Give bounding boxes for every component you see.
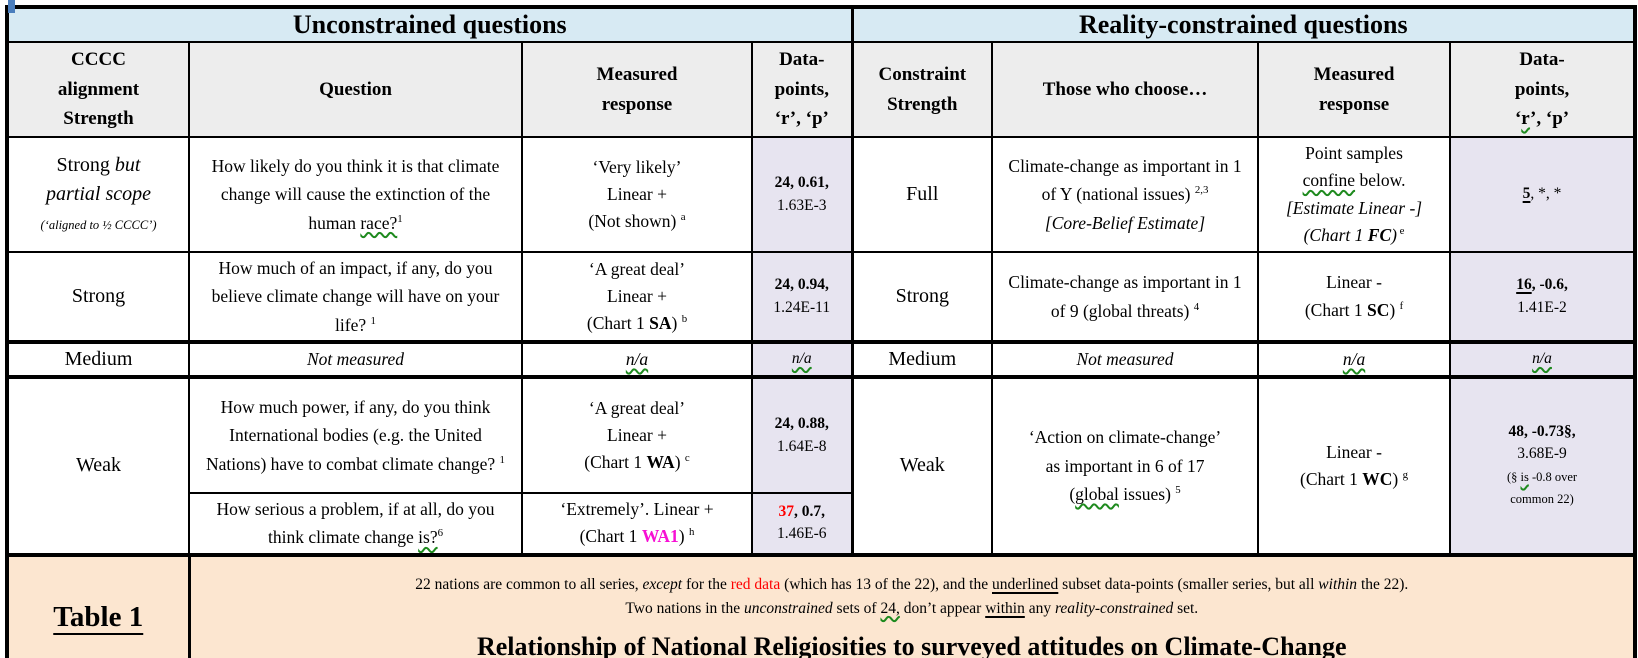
table-title: Relationship of National Religiosities t… (476, 631, 1347, 658)
header-datapoints: Data-points, ‘r’, ‘p’ (750, 41, 854, 138)
cell-measured-extremely-wa1: ‘Extremely’. Linear + (Chart 1 WA1) h (521, 492, 753, 556)
cell-measured-na-right: n/a (1257, 340, 1452, 379)
cell-constraint-full: Full (850, 136, 994, 253)
cell-measured-point-samples: Point samples confine below. [Estimate Lin… (1257, 136, 1452, 253)
cell-alignment-strong: Strong (6, 250, 190, 344)
cell-datapoints-37-07: 37, 0.7, 1.46E-6 (750, 492, 854, 556)
cell-question-extinction: How likely do you think it is that clima… (188, 136, 523, 253)
cell-datapoints-5-star-star: 5, *, * (1449, 136, 1637, 253)
cell-datapoints-24-094: 24, 0.94, 1.24E-11 (750, 250, 854, 344)
band-unconstrained: Unconstrained questions (5, 6, 854, 43)
cell-question-not-measured: Not measured (188, 340, 523, 379)
header-measured-response: Measured response (521, 41, 753, 138)
cell-alignment-strong-partial: Strong but partial scope (‘aligned to ½ CC… (6, 136, 190, 253)
cell-alignment-weak: Weak (6, 375, 190, 556)
row-caption: Table 1 22 nations are common to all ser… (6, 552, 1637, 658)
header-datapoints-right: Data-points, ‘r’, ‘p’ (1449, 41, 1637, 138)
caption-note-2: Two nations in the unconstrained sets of… (625, 599, 1199, 617)
header-those-who-choose: Those who choose… (991, 41, 1260, 138)
cell-datapoints-24-061: 24, 0.61, 1.63E-3 (750, 136, 854, 253)
cell-measured-very-likely: ‘Very likely’ Linear + (Not shown) a (521, 136, 753, 253)
table-label: Table 1 (6, 552, 190, 658)
cell-measured-na: n/a (521, 340, 753, 379)
cell-question-impact-life: How much of an impact, if any, do you be… (188, 250, 523, 344)
row-weak-b: How serious a problem, if at all, do you… (7, 492, 1635, 556)
cell-datapoints-24-088: 24, 0.88, 1.64E-8 (750, 375, 854, 495)
cell-those-not-measured: Not measured (991, 340, 1260, 379)
cell-alignment-medium: Medium (6, 340, 190, 379)
cell-question-international-bodies: How much power, if any, do you think Int… (188, 375, 523, 495)
cell-datapoints-16-06: 16, -0.6, 1.41E-2 (1449, 250, 1637, 344)
cell-datapoints-na: n/a (750, 340, 854, 379)
table-label-text: Table 1 (53, 601, 144, 634)
caption-cell: 22 nations are common to all series, exc… (187, 552, 1637, 658)
cell-datapoints-na-right: n/a (1449, 340, 1637, 379)
header-cccc-alignment-strength: CCCC alignment Strength (6, 41, 190, 138)
header-constraint-strength: Constraint Strength (850, 41, 994, 138)
cell-constraint-strong: Strong (850, 250, 994, 344)
cell-those-global-issues: ‘Action on climate-change’ as important i… (991, 375, 1260, 556)
row-strong: Strong How much of an impact, if any, do… (6, 250, 1637, 344)
caption-note-1: 22 nations are common to all series, exc… (415, 576, 1409, 594)
band-reality-constrained: Reality-constrained questions (850, 6, 1637, 43)
cell-measured-linear-wc: Linear - (Chart 1 WC) g (1257, 375, 1452, 556)
cell-those-global-threats: Climate-change as important in 1 of 9 (g… (991, 250, 1260, 344)
cell-measured-great-deal-wa: ‘A great deal’ Linear + (Chart 1 WA) c (521, 375, 753, 495)
cell-measured-linear-sc: Linear - (Chart 1 SC) f (1257, 250, 1452, 344)
cell-constraint-weak: Weak (850, 375, 994, 556)
cell-measured-great-deal-sa: ‘A great deal’ Linear + (Chart 1 SA) b (521, 250, 753, 344)
column-header-row: CCCC alignment Strength Question Measured r… (6, 41, 1637, 138)
cell-those-national-issues: Climate-change as important in 1 of Y (n… (991, 136, 1260, 253)
cell-constraint-medium: Medium (850, 340, 994, 379)
text-cursor-artifact (8, 0, 15, 13)
row-medium: Medium Not measured n/a n/a Medium Not m… (6, 340, 1637, 379)
row-strong-partial-full: Strong but partial scope (‘aligned to ½ CC… (6, 136, 1637, 253)
header-measured-response-right: Measured response (1257, 41, 1452, 138)
table-1: Unconstrained questions Reality-constrai… (5, 5, 1638, 658)
header-question: Question (188, 41, 523, 138)
cell-datapoints-48-073: 48, -0.73§, 3.68E-9 (§ is -0.8 over common … (1449, 375, 1637, 556)
row-weak-a: Weak How much power, if any, do you thin… (6, 375, 1637, 556)
band-row: Unconstrained questions Reality-constrai… (5, 6, 1637, 43)
cell-question-how-serious: How serious a problem, if at all, do you… (188, 492, 523, 556)
